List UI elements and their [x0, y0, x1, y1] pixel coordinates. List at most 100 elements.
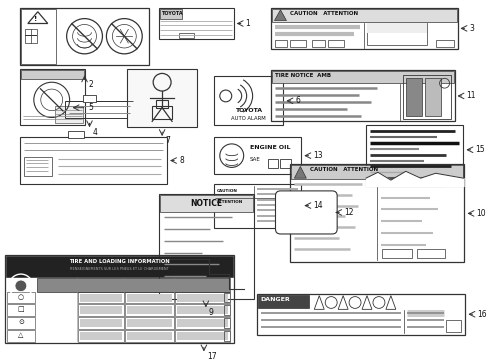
Bar [175, 330, 229, 342]
Bar [159, 8, 233, 39]
Bar [159, 194, 253, 298]
Bar [21, 9, 56, 64]
Bar [78, 305, 124, 316]
Bar [5, 255, 233, 343]
Text: ⊙: ⊙ [18, 319, 24, 325]
Bar [271, 9, 456, 22]
Bar [7, 317, 35, 329]
Bar [177, 306, 227, 314]
Text: SAE: SAE [249, 157, 260, 162]
Bar [21, 69, 83, 79]
Bar [7, 330, 35, 342]
Text: RENSEIGNEMENTS SUR LES PNEUS ET LE CHARGEMENT: RENSEIGNEMENTS SUR LES PNEUS ET LE CHARG… [70, 267, 168, 271]
Text: 4: 4 [92, 128, 97, 137]
Bar [257, 295, 309, 309]
Bar [213, 76, 283, 125]
Bar [80, 332, 122, 340]
Bar [312, 40, 325, 47]
Text: TOYOTA: TOYOTA [235, 108, 262, 113]
Text: 14: 14 [313, 201, 322, 210]
Text: 11: 11 [466, 91, 475, 100]
Bar [25, 30, 37, 43]
Bar [20, 137, 167, 184]
Bar [125, 317, 174, 329]
Bar [280, 159, 291, 168]
Bar [224, 331, 229, 341]
Text: CAUTION: CAUTION [216, 189, 237, 193]
Bar [160, 9, 182, 19]
Bar [416, 249, 444, 258]
Bar [67, 131, 83, 138]
Bar [291, 166, 463, 179]
Text: 3: 3 [468, 24, 473, 33]
Text: □: □ [18, 306, 24, 312]
Bar [125, 330, 174, 342]
Bar [127, 332, 172, 340]
Bar [177, 332, 227, 340]
Text: 16: 16 [476, 310, 486, 319]
Bar [152, 106, 172, 120]
Text: TOYOTA: TOYOTA [162, 11, 183, 16]
Bar [366, 23, 426, 45]
Text: 6: 6 [295, 96, 300, 105]
Text: △: △ [18, 332, 23, 338]
Text: AUTO ALARM: AUTO ALARM [231, 116, 265, 121]
Bar [213, 137, 301, 174]
Bar [78, 330, 124, 342]
Bar [24, 157, 52, 176]
Bar [365, 125, 463, 186]
Text: 10: 10 [475, 209, 485, 218]
Bar [160, 195, 252, 212]
Text: ENGINE OIL: ENGINE OIL [249, 145, 289, 150]
Bar [445, 320, 461, 332]
Bar [402, 75, 449, 120]
Bar [405, 78, 421, 116]
Bar [80, 306, 122, 314]
Bar [6, 256, 232, 277]
Polygon shape [274, 10, 286, 21]
Bar [175, 317, 229, 329]
Text: CAUTION   ATTENTION: CAUTION ATTENTION [310, 167, 378, 172]
Bar [270, 71, 453, 121]
Bar [25, 35, 37, 36]
Bar [78, 317, 124, 329]
Text: !: ! [34, 16, 38, 22]
Text: 12: 12 [344, 208, 353, 217]
Bar [7, 292, 35, 303]
Bar [80, 294, 122, 302]
Text: 8: 8 [179, 156, 183, 165]
Bar [127, 68, 197, 127]
Text: TIRE AND LOADING INFORMATION: TIRE AND LOADING INFORMATION [69, 260, 169, 265]
FancyBboxPatch shape [275, 191, 336, 234]
Bar [267, 159, 278, 168]
Bar [327, 40, 344, 47]
Text: 7: 7 [165, 136, 170, 145]
Bar [381, 249, 411, 258]
Bar [213, 184, 301, 228]
Text: TIRE NOTICE  AMB: TIRE NOTICE AMB [275, 73, 331, 78]
Bar [82, 95, 96, 102]
Text: CAUTION   ATTENTION: CAUTION ATTENTION [290, 11, 358, 16]
Bar [435, 40, 452, 47]
Bar [127, 319, 172, 327]
Text: 17: 17 [206, 352, 216, 360]
Bar [125, 305, 174, 316]
Bar [78, 292, 124, 303]
Text: 5: 5 [88, 103, 93, 112]
Bar [271, 72, 452, 83]
Bar [290, 165, 464, 262]
Bar [156, 100, 168, 108]
Bar [37, 278, 229, 292]
Bar [290, 40, 305, 47]
Bar [256, 294, 465, 335]
Bar [64, 101, 134, 118]
Bar [55, 106, 82, 123]
Bar [424, 78, 440, 116]
Bar [179, 33, 194, 38]
Bar [127, 306, 172, 314]
Text: 9: 9 [208, 308, 213, 317]
Bar [224, 305, 229, 315]
Bar [20, 8, 149, 64]
Text: 2: 2 [88, 80, 93, 89]
Text: ○: ○ [18, 294, 24, 300]
